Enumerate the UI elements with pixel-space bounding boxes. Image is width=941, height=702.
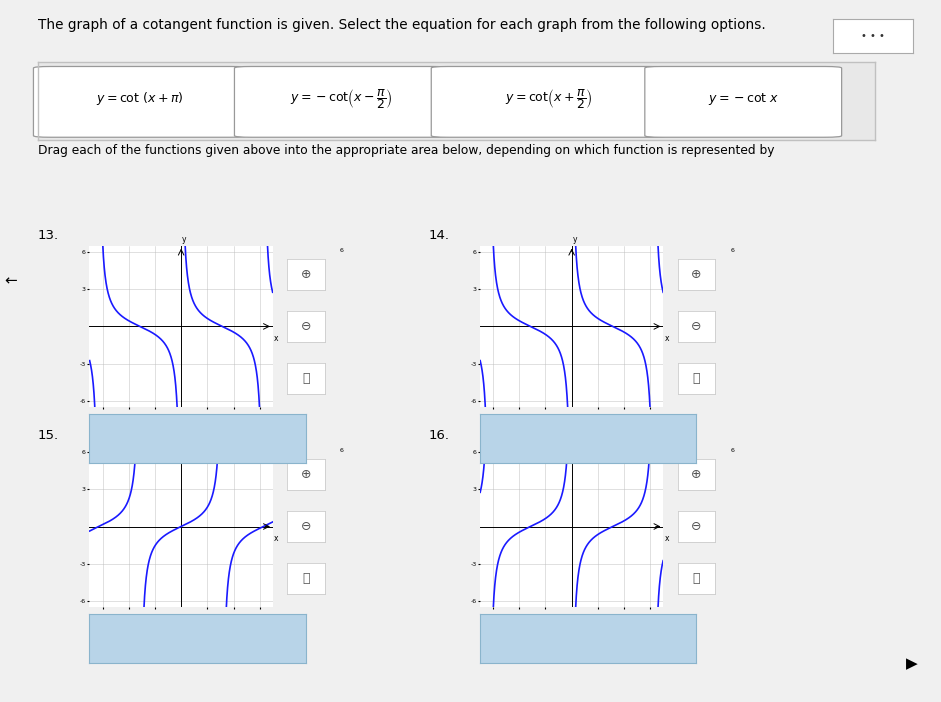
Text: x: x [274, 334, 279, 343]
Text: ⧉: ⧉ [302, 371, 310, 385]
Text: • • •: • • • [861, 31, 885, 41]
Text: The graph of a cotangent function is given. Select the equation for each graph f: The graph of a cotangent function is giv… [38, 18, 765, 32]
Text: ⊖: ⊖ [691, 320, 702, 333]
FancyBboxPatch shape [234, 67, 448, 138]
Text: 6: 6 [730, 248, 734, 253]
Text: ⊕: ⊕ [691, 268, 702, 282]
Text: 16.: 16. [428, 429, 449, 442]
FancyBboxPatch shape [34, 67, 247, 138]
Text: ⧉: ⧉ [693, 371, 700, 385]
Text: $y = \cot\,(x + \pi)$: $y = \cot\,(x + \pi)$ [97, 91, 184, 107]
Text: ⊖: ⊖ [300, 520, 311, 533]
Text: Drag each of the functions given above into the appropriate area below, dependin: Drag each of the functions given above i… [38, 144, 774, 157]
Text: 6: 6 [730, 448, 734, 453]
Text: x: x [664, 534, 669, 543]
Text: ⊖: ⊖ [691, 520, 702, 533]
Text: x: x [664, 334, 669, 343]
Text: 6: 6 [340, 448, 343, 453]
Text: ⊕: ⊕ [300, 268, 311, 282]
Text: ▶: ▶ [906, 656, 917, 671]
Text: 13.: 13. [38, 229, 58, 242]
Text: y: y [182, 235, 186, 244]
FancyBboxPatch shape [645, 67, 841, 138]
Text: 15.: 15. [38, 429, 58, 442]
Text: $y = -\cot\!\left(x - \dfrac{\pi}{2}\right)$: $y = -\cot\!\left(x - \dfrac{\pi}{2}\rig… [290, 87, 392, 111]
Text: ⊖: ⊖ [300, 320, 311, 333]
Text: y: y [572, 435, 577, 444]
Text: 14.: 14. [428, 229, 449, 242]
Text: y: y [572, 235, 577, 244]
Text: 6: 6 [340, 248, 343, 253]
Text: x: x [274, 534, 279, 543]
Text: ←: ← [5, 273, 18, 289]
Text: ⊕: ⊕ [300, 468, 311, 482]
Text: $y = -\cot\,x$: $y = -\cot\,x$ [708, 91, 779, 107]
Text: y: y [182, 435, 186, 444]
Text: ⧉: ⧉ [302, 571, 310, 585]
FancyBboxPatch shape [431, 67, 666, 138]
Text: $y = \cot\!\left(x + \dfrac{\pi}{2}\right)$: $y = \cot\!\left(x + \dfrac{\pi}{2}\righ… [504, 87, 592, 111]
Text: ⧉: ⧉ [693, 571, 700, 585]
Text: ⊕: ⊕ [691, 468, 702, 482]
